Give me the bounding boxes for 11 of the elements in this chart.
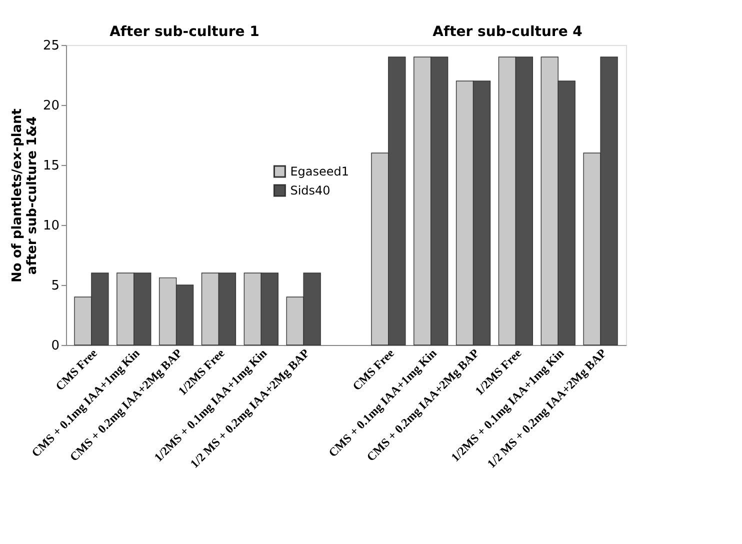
text: After sub-culture 4 [432,24,583,40]
y-tick-label: 5 [51,278,60,294]
legend-label: Sids40 [290,184,330,198]
y-tick-label: 20 [42,98,60,114]
y-axis-title: No of plantlets/ex-plant after sub-culture 1&4 [10,108,40,283]
y-tick-label: 25 [42,38,60,54]
legend-label: Egaseed1 [290,164,350,178]
y-tick-label: 15 [42,158,60,174]
y-tick-label: 0 [51,338,60,354]
y-tick-label: 10 [42,218,60,234]
text: After sub-culture 1 [110,24,260,40]
